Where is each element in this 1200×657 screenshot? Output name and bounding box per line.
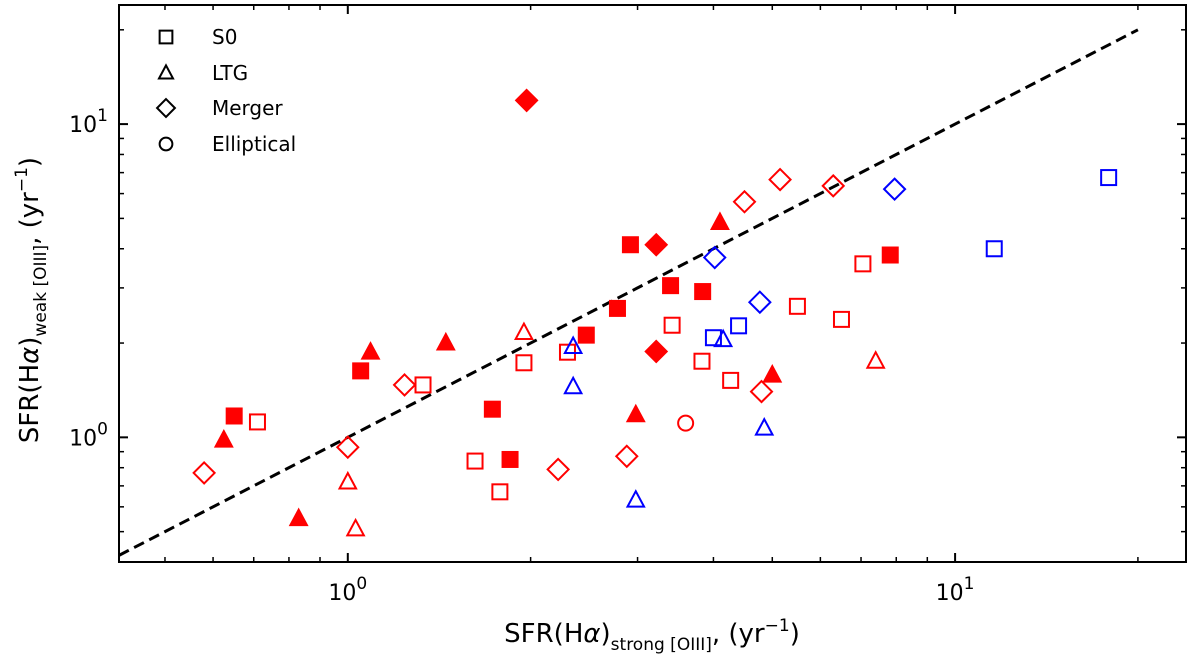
data-point-diamond-red-open xyxy=(614,444,639,469)
data-point-square-blue-open xyxy=(1100,169,1118,187)
data-point-diamond-red-open xyxy=(821,173,846,198)
data-point-square-blue-open xyxy=(730,317,748,335)
data-point-square-red-open xyxy=(832,310,850,328)
data-point-circle-red-open xyxy=(677,414,695,432)
data-point-square-red-open xyxy=(788,297,806,315)
data-point-diamond-red-open xyxy=(768,167,792,192)
data-point-triangle-red-filled xyxy=(625,403,646,423)
data-point-triangle-blue-open xyxy=(625,489,646,508)
legend-label-ltg: LTG xyxy=(212,61,248,85)
data-point-square-red-open xyxy=(693,352,711,370)
data-point-triangle-blue-open xyxy=(563,335,584,354)
reference-line-layer xyxy=(118,28,1139,557)
data-point-triangle-red-open xyxy=(513,321,534,341)
ticks-layer xyxy=(119,5,1186,562)
data-point-square-red-filled xyxy=(352,362,370,380)
x-tick-label: 100 xyxy=(328,574,367,606)
data-point-square-red-open xyxy=(466,452,484,470)
points-layer xyxy=(192,88,1118,537)
data-point-triangle-blue-open xyxy=(563,375,584,395)
plot-frame xyxy=(118,4,1187,563)
data-point-triangle-red-filled xyxy=(288,507,309,527)
data-point-square-red-open xyxy=(854,255,872,273)
data-point-diamond-red-open xyxy=(192,460,217,485)
data-point-triangle-blue-open xyxy=(713,328,734,348)
data-point-diamond-blue-open xyxy=(702,245,727,270)
legend: S0 LTG Merger Elliptical xyxy=(155,25,296,156)
data-point-square-red-open xyxy=(491,483,509,501)
data-point-diamond-blue-open xyxy=(747,290,772,315)
data-point-diamond-red-open xyxy=(546,457,571,482)
data-point-square-red-filled xyxy=(662,277,680,295)
data-point-triangle-red-filled xyxy=(709,211,730,231)
legend-marker-triangle xyxy=(157,63,175,80)
data-point-square-red-open xyxy=(722,371,740,389)
y-tick-label: 100 xyxy=(69,419,108,451)
data-point-square-red-filled xyxy=(621,236,639,254)
legend-marker-diamond xyxy=(155,97,177,119)
data-point-diamond-red-filled xyxy=(514,88,539,113)
legend-label-merger: Merger xyxy=(212,96,283,120)
data-point-square-red-open xyxy=(414,376,432,394)
data-point-square-red-filled xyxy=(608,299,626,317)
data-point-triangle-red-filled xyxy=(762,363,783,383)
data-point-square-red-open xyxy=(515,354,533,372)
data-point-square-red-filled xyxy=(501,450,519,468)
data-point-square-red-filled xyxy=(225,407,243,425)
data-point-diamond-red-open xyxy=(392,373,417,397)
data-point-triangle-red-open xyxy=(345,517,366,537)
data-point-diamond-red-open xyxy=(335,435,360,460)
data-point-triangle-red-filled xyxy=(360,341,381,360)
x-axis-label: SFR(Hα)strong [OIII], (yr−1) xyxy=(504,616,800,655)
data-point-diamond-red-open xyxy=(732,189,757,214)
y-tick-label: 101 xyxy=(69,106,108,138)
data-point-triangle-red-open xyxy=(337,470,358,490)
data-point-square-red-open xyxy=(663,316,681,334)
data-point-diamond-blue-open xyxy=(882,177,907,202)
x-tick-label: 101 xyxy=(936,574,975,606)
data-point-diamond-red-filled xyxy=(644,339,669,364)
data-point-square-red-open xyxy=(248,413,266,431)
data-point-square-red-filled xyxy=(881,246,899,264)
data-point-square-red-filled xyxy=(483,400,501,418)
legend-marker-circle xyxy=(158,136,174,152)
data-point-square-red-filled xyxy=(577,326,595,344)
data-point-triangle-red-open xyxy=(865,350,886,369)
data-point-square-blue-open xyxy=(704,329,722,347)
y-axis-label: SFR(Hα)weak [OIII], (yr−1) xyxy=(12,157,51,443)
identity-dashed-line xyxy=(118,28,1139,557)
data-point-triangle-blue-open xyxy=(754,417,775,436)
data-point-triangle-red-filled xyxy=(435,331,456,351)
legend-label-elliptical: Elliptical xyxy=(212,132,296,156)
data-point-square-red-filled xyxy=(694,283,712,301)
data-point-triangle-red-filled xyxy=(213,428,234,448)
data-point-diamond-red-filled xyxy=(644,232,669,257)
legend-marker-square xyxy=(158,29,174,45)
data-point-diamond-red-open xyxy=(749,379,774,404)
data-point-square-blue-open xyxy=(985,240,1003,258)
legend-label-s0: S0 xyxy=(212,25,237,49)
